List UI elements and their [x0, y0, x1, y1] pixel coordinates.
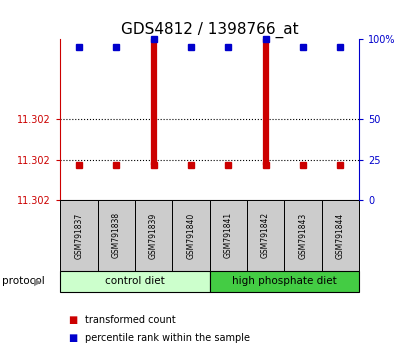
Bar: [247, 200, 284, 271]
Text: ■: ■: [68, 333, 78, 343]
Text: percentile rank within the sample: percentile rank within the sample: [85, 333, 250, 343]
Text: GSM791841: GSM791841: [224, 212, 233, 258]
Bar: [322, 200, 359, 271]
Text: ■: ■: [68, 315, 78, 325]
Text: GSM791844: GSM791844: [336, 212, 345, 258]
Bar: [135, 200, 172, 271]
Text: GSM791842: GSM791842: [261, 212, 270, 258]
Text: GSM791840: GSM791840: [186, 212, 195, 258]
Bar: [60, 271, 210, 292]
Text: GSM791838: GSM791838: [112, 212, 121, 258]
Bar: [210, 271, 359, 292]
Text: control diet: control diet: [105, 276, 165, 286]
Bar: [98, 200, 135, 271]
Title: GDS4812 / 1398766_at: GDS4812 / 1398766_at: [121, 21, 298, 38]
Text: high phosphate diet: high phosphate diet: [232, 276, 337, 286]
Text: GSM791839: GSM791839: [149, 212, 158, 258]
Text: protocol: protocol: [2, 276, 45, 286]
Text: GSM791843: GSM791843: [298, 212, 308, 258]
Text: GSM791837: GSM791837: [74, 212, 83, 258]
Bar: [172, 200, 210, 271]
Text: ▶: ▶: [34, 276, 42, 286]
Text: transformed count: transformed count: [85, 315, 176, 325]
Bar: [210, 200, 247, 271]
Bar: [284, 200, 322, 271]
Bar: [60, 200, 98, 271]
